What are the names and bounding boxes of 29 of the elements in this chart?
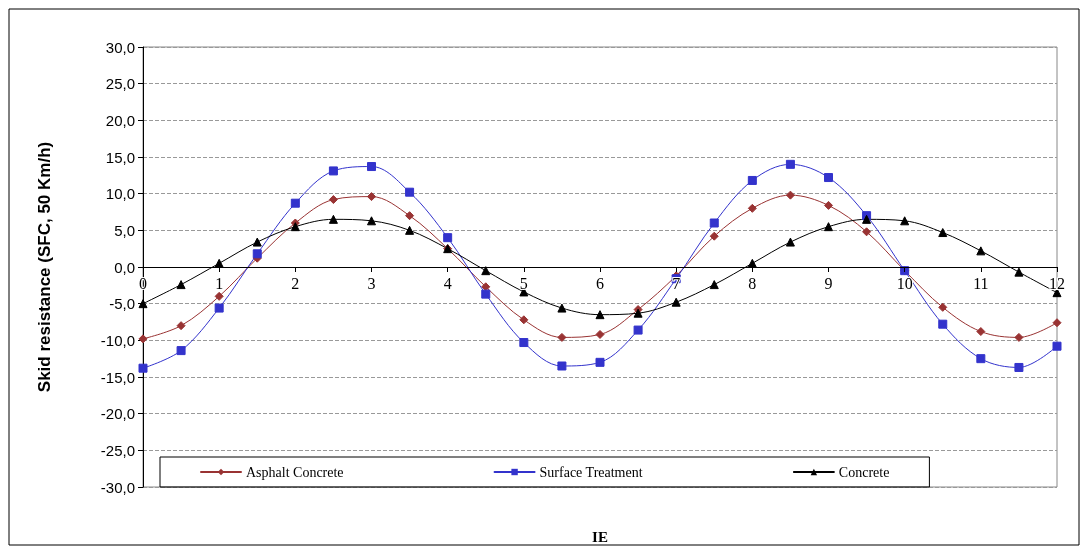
x-tick-label: 5 (519, 274, 528, 292)
x-tick-label: 3 (367, 274, 376, 292)
y-tick-label: -15,0 (100, 368, 135, 386)
y-tick-label: 20,0 (105, 111, 135, 129)
y-tick-label: 0,0 (114, 258, 135, 276)
y-tick-label: 30,0 (105, 38, 135, 56)
y-tick-label: 15,0 (105, 148, 135, 166)
legend-label: Surface Treatment (539, 464, 643, 480)
x-tick-label: 12 (1049, 274, 1065, 292)
y-tick-label: 25,0 (105, 75, 135, 93)
y-tick-label: -5,0 (109, 295, 135, 313)
x-tick-label: 6 (596, 274, 604, 292)
x-tick-label: 4 (443, 274, 452, 292)
y-tick-label: -25,0 (100, 441, 135, 459)
y-tick-label: -30,0 (100, 478, 135, 496)
x-tick-label: 9 (824, 274, 833, 292)
x-tick-label: 2 (291, 274, 300, 292)
y-tick-label: -20,0 (100, 405, 135, 423)
x-axis-title: IE (592, 528, 608, 545)
y-axis-title: Skid resistance (SFC, 50 Km/h) (35, 141, 54, 393)
x-tick-label: 10 (896, 274, 913, 292)
x-tick-label: 8 (748, 274, 757, 292)
y-tick-label: 5,0 (114, 221, 135, 239)
y-tick-label: -10,0 (100, 331, 135, 349)
x-tick-label: 11 (973, 274, 989, 292)
x-tick-label: 1 (215, 274, 224, 292)
legend-label: Concrete (838, 464, 890, 480)
y-tick-label: 10,0 (105, 185, 135, 203)
legend-label: Asphalt Concrete (246, 464, 344, 480)
